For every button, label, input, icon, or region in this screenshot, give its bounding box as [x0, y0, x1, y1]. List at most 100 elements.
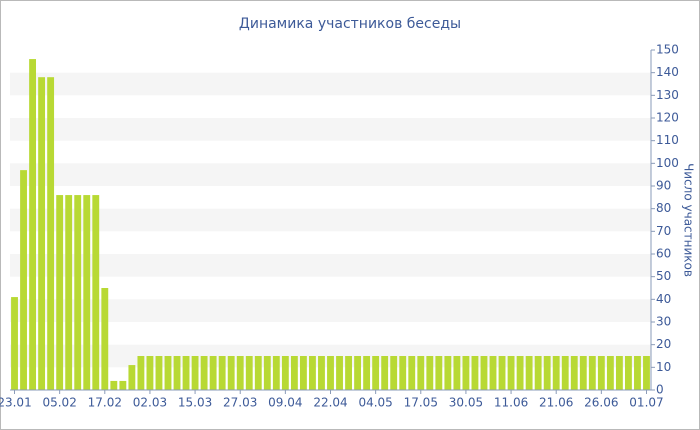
bar	[489, 356, 497, 390]
bar	[227, 356, 235, 390]
grid-band	[10, 254, 651, 277]
bar	[643, 356, 650, 390]
grid-band	[10, 118, 651, 141]
x-tick-label: 15.03	[178, 396, 212, 410]
y-tick-label: 120	[656, 111, 679, 125]
bar	[525, 356, 533, 390]
bar	[47, 77, 55, 390]
bar	[173, 356, 181, 390]
bar	[543, 356, 551, 390]
bar	[191, 356, 199, 390]
bar	[561, 356, 569, 390]
y-tick-label: 50	[656, 269, 671, 283]
chart-title: Динамика участников беседы	[239, 16, 461, 32]
bar	[597, 356, 605, 390]
grid-band	[10, 208, 651, 232]
y-tick-label: 0	[656, 383, 664, 397]
bar	[290, 356, 298, 390]
y-tick-label: 80	[656, 201, 671, 215]
bar	[453, 356, 461, 390]
bar	[417, 356, 425, 390]
x-tick-label: 02.03	[133, 396, 167, 410]
bar	[354, 356, 362, 390]
y-axis-label: Число участников	[682, 163, 696, 277]
bar	[65, 195, 73, 390]
bar	[101, 288, 109, 390]
y-tick-label: 140	[656, 65, 679, 79]
bar	[38, 77, 46, 390]
bar	[254, 356, 262, 390]
bar	[146, 356, 154, 390]
bar	[408, 356, 416, 390]
bar	[507, 356, 515, 390]
bar	[200, 356, 208, 390]
bar	[435, 356, 443, 390]
bar	[634, 356, 641, 390]
bar	[245, 356, 253, 390]
bar	[381, 356, 389, 390]
x-tick-label: 21.06	[539, 396, 573, 410]
bar	[236, 356, 244, 390]
y-tick-label: 60	[656, 247, 671, 261]
y-tick-label: 10	[656, 360, 671, 374]
grid-band	[10, 163, 651, 186]
x-tick-label: 17.05	[404, 396, 438, 410]
bar	[534, 356, 542, 390]
x-tick-label: 01.07	[629, 396, 663, 410]
y-tick-label: 20	[656, 337, 671, 351]
bar	[209, 356, 217, 390]
bar	[309, 356, 316, 390]
x-tick-label: 30.05	[449, 396, 483, 410]
bar	[92, 195, 100, 390]
x-tick-label: 04.05	[358, 396, 392, 410]
bar	[471, 356, 479, 390]
bar	[480, 356, 488, 390]
y-tick-label: 70	[656, 224, 671, 238]
x-tick-label: 23.01	[0, 396, 32, 410]
bar	[110, 380, 118, 390]
bar	[345, 356, 352, 390]
y-tick-label: 100	[656, 156, 679, 170]
bar	[426, 356, 434, 390]
y-tick-label: 40	[656, 292, 671, 306]
bar	[498, 356, 506, 390]
bar	[128, 365, 136, 390]
bar	[390, 356, 398, 390]
bar	[83, 195, 91, 390]
bar	[272, 356, 280, 390]
x-tick-label: 26.06	[584, 396, 618, 410]
bar	[11, 297, 18, 390]
x-tick-label: 22.04	[313, 396, 347, 410]
x-tick-label: 09.04	[268, 396, 302, 410]
bar	[155, 356, 163, 390]
bar	[281, 356, 289, 390]
bar	[579, 356, 587, 390]
x-tick-label: 05.02	[42, 396, 76, 410]
y-tick-label: 90	[656, 179, 671, 193]
bar	[182, 356, 190, 390]
bar	[336, 356, 343, 390]
bar	[516, 356, 524, 390]
grid-band	[10, 72, 651, 96]
y-tick-label: 110	[656, 133, 679, 147]
y-tick-label: 30	[656, 315, 671, 329]
bar	[444, 356, 452, 390]
bar	[615, 356, 623, 390]
grid-band	[10, 299, 651, 322]
bar	[372, 356, 380, 390]
bar	[318, 356, 325, 390]
bar	[552, 356, 560, 390]
bar	[588, 356, 596, 390]
bar	[218, 356, 226, 390]
bar	[56, 195, 64, 390]
bar	[570, 356, 578, 390]
bar	[20, 170, 27, 390]
bar	[327, 356, 334, 390]
y-tick-label: 130	[656, 88, 679, 102]
bar	[29, 59, 37, 391]
bar	[74, 195, 82, 390]
bar	[137, 356, 145, 390]
bar	[606, 356, 614, 390]
bar	[299, 356, 307, 390]
